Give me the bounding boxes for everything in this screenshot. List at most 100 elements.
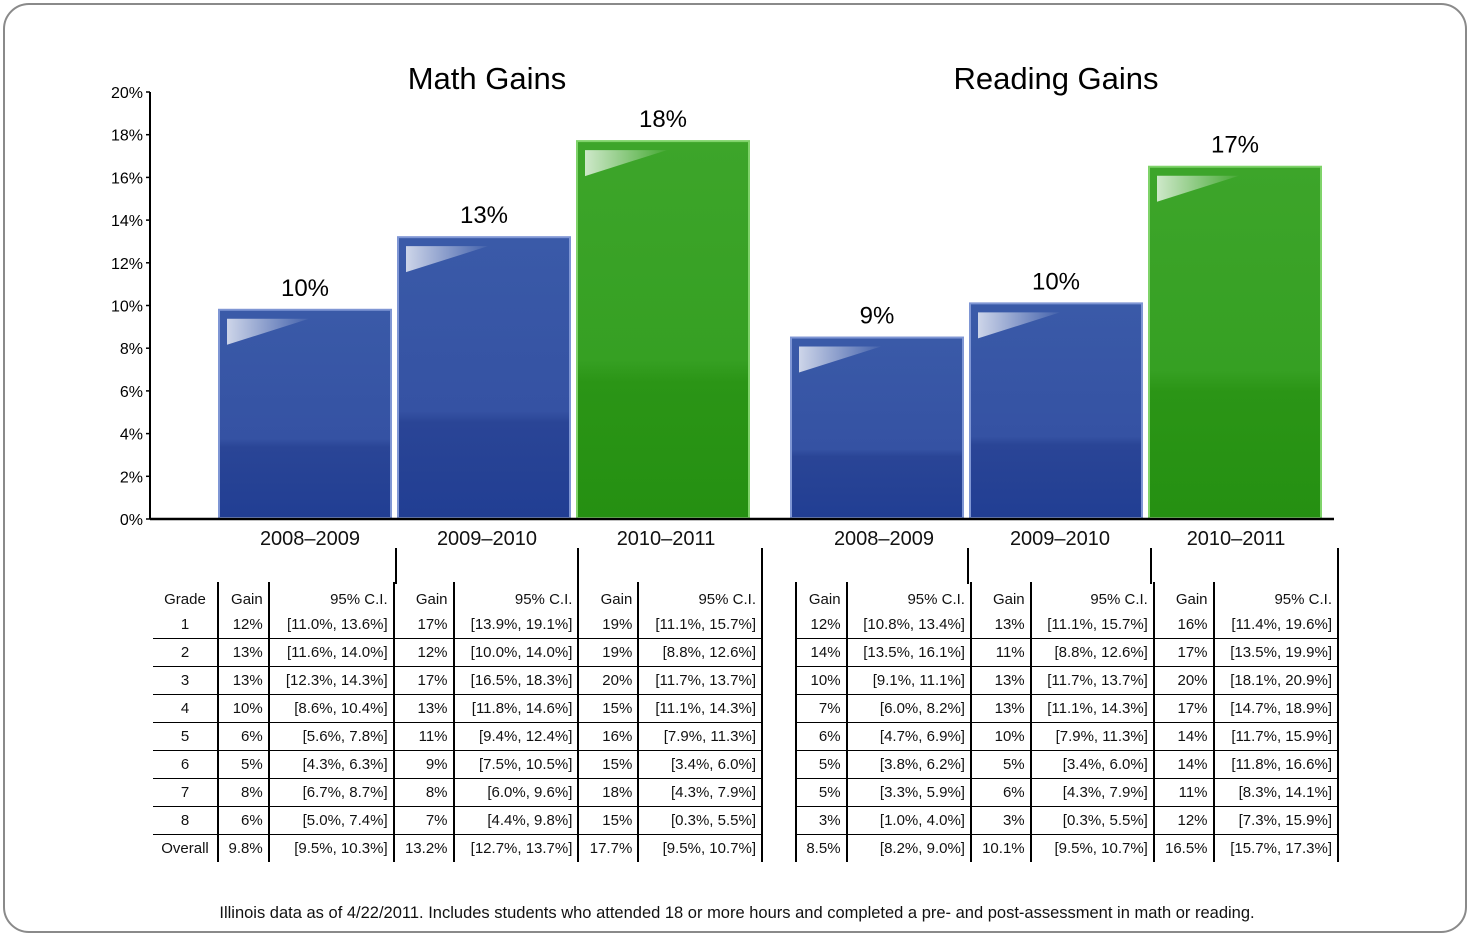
bar: [969, 302, 1143, 519]
ci-cell: [13.5%, 19.9%]: [1212, 638, 1340, 667]
grade-cell: 8: [153, 806, 218, 835]
gain-cell: 10%: [795, 666, 847, 695]
gain-cell: 7%: [392, 806, 454, 835]
gain-cell: 8%: [392, 778, 454, 807]
table-row: 8 6% [5.0%, 7.4%] 7% [4.4%, 9.8%] 15% [0.3%, 5…: [153, 806, 763, 835]
gain-cell: 7%: [795, 694, 847, 723]
grade-cell: 1: [153, 611, 218, 639]
gain-cell: 13%: [969, 694, 1031, 723]
gain-cell: 17%: [1152, 638, 1214, 667]
y-tick-label: 4%: [120, 427, 143, 444]
ci-cell: [8.8%, 12.6%]: [637, 638, 763, 667]
bar-value-label: 10%: [281, 275, 329, 302]
gain-cell: 12%: [1152, 806, 1214, 835]
gain-cell: 16%: [1152, 611, 1214, 639]
bar-highlight: [227, 318, 309, 345]
ci-cell: [3.3%, 5.9%]: [845, 778, 971, 807]
ci-header: 95% C.I.: [452, 582, 579, 611]
bar-highlight: [1157, 175, 1239, 202]
gain-cell: 10%: [217, 694, 269, 723]
ci-cell: [11.1%, 15.7%]: [1029, 611, 1154, 639]
ci-header: 95% C.I.: [1212, 582, 1340, 611]
y-tick-label: 8%: [120, 341, 143, 358]
ci-cell: [11.1%, 14.3%]: [1029, 694, 1154, 723]
reading-chart-title: Reading Gains: [953, 61, 1158, 96]
ci-cell: [3.4%, 6.0%]: [1029, 750, 1154, 779]
gain-cell: 6%: [217, 806, 269, 835]
footnote: Illinois data as of 4/22/2011. Includes …: [219, 904, 1255, 922]
gain-cell: 8%: [217, 778, 269, 807]
gain-cell: 9%: [392, 750, 454, 779]
bar-highlight: [799, 346, 881, 373]
ci-cell: [8.3%, 14.1%]: [1212, 778, 1340, 807]
gain-cell: 6%: [217, 722, 269, 751]
gain-cell: 14%: [795, 638, 847, 667]
ci-cell: [13.9%, 19.1%]: [452, 611, 579, 639]
gain-cell: 5%: [795, 778, 847, 807]
y-tick-label: 14%: [111, 213, 143, 230]
ci-cell: [6.0%, 9.6%]: [452, 778, 579, 807]
ci-cell: [16.5%, 18.3%]: [452, 666, 579, 695]
bar-highlight: [585, 150, 667, 177]
bar-value-label: 17%: [1211, 132, 1259, 159]
ci-cell: [9.5%, 10.7%]: [637, 834, 763, 862]
y-tick-label: 18%: [111, 128, 143, 145]
table-row: 7 8% [6.7%, 8.7%] 8% [6.0%, 9.6%] 18% [4.3%, 7…: [153, 778, 763, 807]
gain-cell: 11%: [392, 722, 454, 751]
math-period-1: 2008–2009: [259, 528, 361, 550]
ci-cell: [8.8%, 12.6%]: [1029, 638, 1154, 667]
grade-cell: 4: [153, 694, 218, 723]
gain-cell: 15%: [577, 806, 639, 835]
gain-cell: 13%: [969, 611, 1031, 639]
grade-cell: 7: [153, 778, 218, 807]
gain-cell: 13%: [969, 666, 1031, 695]
gain-cell: 12%: [795, 611, 847, 639]
gain-cell: 13%: [217, 666, 269, 695]
ci-cell: [4.3%, 6.3%]: [267, 750, 394, 779]
ci-cell: [7.9%, 11.3%]: [1029, 722, 1154, 751]
gain-header: Gain: [392, 582, 454, 611]
ci-cell: [9.1%, 11.1%]: [845, 666, 971, 695]
gain-cell: 6%: [795, 722, 847, 751]
bar: [1148, 165, 1322, 519]
gain-cell: 16%: [577, 722, 639, 751]
table-row: 3% [1.0%, 4.0%] 3% [0.3%, 5.5%] 12% [7.3%, 15…: [795, 806, 1340, 835]
gain-cell: 5%: [795, 750, 847, 779]
ci-cell: [0.3%, 5.5%]: [637, 806, 763, 835]
gain-cell: 8.5%: [795, 834, 847, 862]
y-tick-label: 0%: [120, 512, 143, 529]
gain-cell: 10.1%: [969, 834, 1031, 862]
ci-cell: [9.5%, 10.7%]: [1029, 834, 1154, 862]
gain-cell: 6%: [969, 778, 1031, 807]
table-header-row: Grade Gain 95% C.I. Gain 95% C.I. Gain 95% C.I…: [153, 582, 763, 611]
ci-cell: [13.5%, 16.1%]: [845, 638, 971, 667]
gain-cell: 5%: [217, 750, 269, 779]
ci-cell: [4.4%, 9.8%]: [452, 806, 579, 835]
ci-cell: [6.0%, 8.2%]: [845, 694, 971, 723]
gain-cell: 13.2%: [392, 834, 454, 862]
gain-cell: 3%: [969, 806, 1031, 835]
gain-cell: 14%: [1152, 722, 1214, 751]
ci-cell: [0.3%, 5.5%]: [1029, 806, 1154, 835]
bar: [218, 308, 392, 519]
ci-cell: [11.1%, 14.3%]: [637, 694, 763, 723]
gain-cell: 19%: [577, 611, 639, 639]
table-row: 4 10% [8.6%, 10.4%] 13% [11.8%, 14.6%] 15% [11…: [153, 694, 763, 723]
table-row: 2 13% [11.6%, 14.0%] 12% [10.0%, 14.0%] 19% [8…: [153, 638, 763, 667]
ci-cell: [7.5%, 10.5%]: [452, 750, 579, 779]
table-row: 1 12% [11.0%, 13.6%] 17% [13.9%, 19.1%] 19% [1…: [153, 611, 763, 639]
math-period-2: 2009–2010: [436, 528, 538, 550]
table-row: 5 6% [5.6%, 7.8%] 11% [9.4%, 12.4%] 16% [7.9%,…: [153, 722, 763, 751]
ci-cell: [11.7%, 15.9%]: [1212, 722, 1340, 751]
bar-value-label: 9%: [860, 303, 895, 330]
ci-cell: [10.8%, 13.4%]: [845, 611, 971, 639]
y-tick-label: 20%: [111, 85, 143, 102]
gain-cell: 3%: [795, 806, 847, 835]
bar: [576, 140, 750, 519]
gain-cell: 17%: [392, 666, 454, 695]
bar-highlight: [406, 246, 488, 273]
ci-cell: [7.3%, 15.9%]: [1212, 806, 1340, 835]
gain-cell: 14%: [1152, 750, 1214, 779]
table-row: 6% [4.7%, 6.9%] 10% [7.9%, 11.3%] 14% [11.7%,…: [795, 722, 1340, 751]
ci-header: 95% C.I.: [267, 582, 394, 611]
